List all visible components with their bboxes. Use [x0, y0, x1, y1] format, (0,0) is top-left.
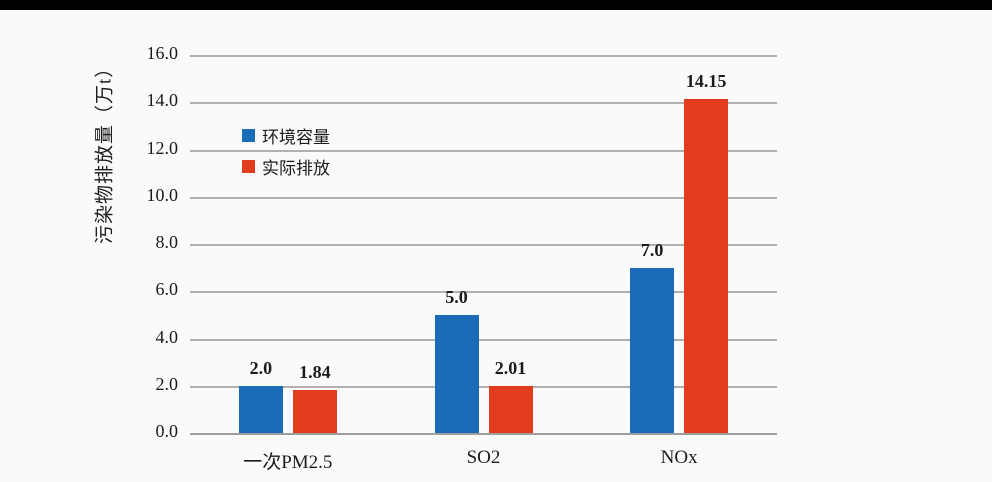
- bar-环境容量-SO2: [434, 314, 479, 433]
- gridline-4.0: [190, 338, 777, 341]
- bar-环境容量-NOx: [630, 267, 675, 433]
- gridline-6.0: [190, 291, 777, 294]
- value-label-环境容量-SO2: 5.0: [445, 286, 468, 307]
- chart-legend: 环境容量 实际排放: [242, 120, 330, 182]
- value-label-环境容量-NOx: 7.0: [640, 239, 664, 260]
- legend-swatch-icon: [242, 129, 255, 142]
- category-label-一次PM2.5: 一次PM2.5: [243, 452, 333, 473]
- legend-item-实际排放: 实际排放: [242, 151, 330, 182]
- value-label-实际排放-NOx: 14.15: [685, 70, 727, 91]
- bar-环境容量-一次PM2.5: [238, 385, 283, 433]
- bar-实际排放-NOx: [684, 98, 729, 433]
- value-label-实际排放-一次PM2.5: 1.84: [299, 361, 331, 382]
- y-tick-label-14.0: 14.0: [146, 90, 179, 111]
- y-tick-label-0.0: 0.0: [155, 421, 179, 441]
- y-tick-label-2.0: 2.0: [155, 373, 179, 394]
- gridline-12.0: [190, 149, 777, 152]
- gridline-8.0: [190, 244, 777, 246]
- gridline-2.0: [190, 385, 777, 388]
- y-tick-label-6.0: 6.0: [155, 279, 179, 300]
- category-label-NOx: NOx: [660, 447, 698, 468]
- y-tick-label-10.0: 10.0: [146, 184, 179, 205]
- letterbox-top-strip: [0, 0, 992, 10]
- y-tick-label-12.0: 12.0: [146, 137, 179, 158]
- bar-chart: 污染物排放量（万t） 0.0 2.0 4.0 6.0 8.0 10.0 12.0 14.0 16…: [0, 10, 992, 482]
- category-label-SO2: SO2: [466, 447, 501, 468]
- gridline-10.0: [190, 196, 777, 199]
- plot-area: 0.0 2.0 4.0 6.0 8.0 10.0 12.0 14.0 16.0 2.0 1.84 一次…: [147, 43, 777, 473]
- legend-item-label: 环境容量: [262, 128, 330, 147]
- legend-item-环境容量: 环境容量: [242, 120, 330, 151]
- bar-实际排放-一次PM2.5: [292, 389, 337, 433]
- y-tick-label-16.0: 16.0: [146, 43, 179, 63]
- value-label-环境容量-一次PM2.5: 2.0: [249, 357, 273, 378]
- value-label-实际排放-SO2: 2.01: [494, 357, 527, 378]
- legend-swatch-icon: [242, 160, 255, 173]
- y-tick-label-8.0: 8.0: [155, 232, 179, 252]
- gridline-14.0: [190, 102, 777, 105]
- gridline-0.0: [190, 433, 777, 435]
- legend-item-label: 实际排放: [262, 159, 330, 178]
- gridline-16.0: [190, 55, 777, 57]
- bar-实际排放-SO2: [488, 385, 533, 433]
- y-tick-label-4.0: 4.0: [155, 326, 179, 347]
